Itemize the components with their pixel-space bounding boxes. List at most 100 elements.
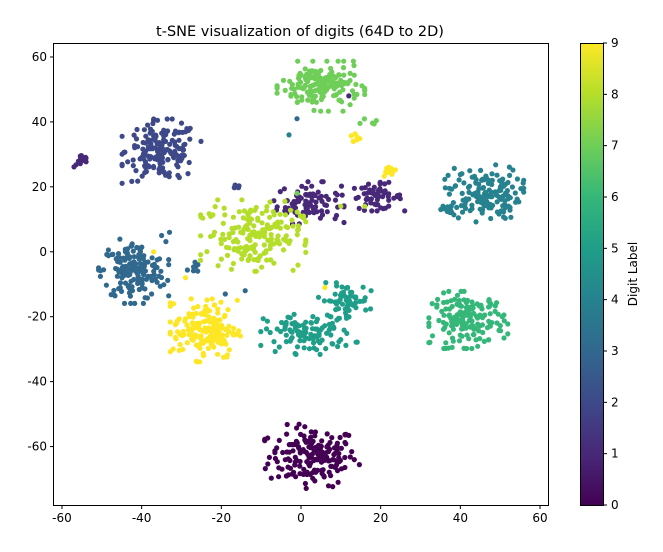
data-point	[382, 181, 388, 187]
data-point	[180, 146, 186, 152]
data-point	[487, 321, 493, 327]
data-point	[198, 233, 204, 239]
data-point	[349, 88, 356, 94]
data-point	[375, 193, 381, 199]
data-point	[200, 353, 207, 359]
data-point	[441, 290, 447, 296]
colorbar-tick-label: 7	[611, 139, 619, 153]
data-point	[258, 342, 264, 348]
data-point	[284, 449, 290, 455]
data-point	[130, 157, 136, 163]
data-point	[341, 219, 347, 226]
data-point	[489, 171, 495, 177]
data-point	[131, 254, 137, 260]
data-point	[329, 341, 335, 347]
data-point	[312, 192, 318, 199]
data-point	[211, 302, 218, 308]
data-point	[143, 260, 149, 266]
data-point	[205, 345, 211, 351]
data-point	[328, 463, 334, 469]
data-point	[185, 171, 191, 177]
data-point	[140, 146, 146, 152]
data-point	[486, 304, 492, 310]
data-point	[151, 249, 157, 255]
data-point	[347, 289, 353, 295]
data-point	[466, 317, 472, 324]
data-point	[329, 435, 335, 441]
data-point	[290, 223, 296, 229]
data-point	[447, 306, 453, 312]
data-point	[290, 448, 296, 454]
data-point	[347, 77, 353, 84]
data-point	[346, 93, 352, 99]
data-point	[130, 163, 136, 169]
data-point	[184, 322, 190, 328]
data-point	[335, 58, 341, 64]
data-point	[501, 214, 507, 220]
data-point	[129, 178, 135, 184]
data-point	[225, 328, 231, 334]
data-point	[339, 284, 345, 290]
data-point	[325, 458, 332, 464]
data-point	[129, 241, 135, 247]
data-point	[204, 249, 210, 255]
data-point	[313, 199, 319, 205]
data-point	[294, 116, 300, 122]
data-point	[239, 256, 245, 262]
data-point	[479, 322, 485, 328]
data-point	[253, 233, 259, 239]
data-point	[296, 421, 302, 427]
data-point	[435, 296, 441, 302]
data-point	[353, 294, 359, 300]
data-point	[186, 159, 192, 166]
data-point	[152, 137, 158, 143]
data-point	[166, 257, 172, 263]
data-point	[133, 136, 140, 142]
data-point	[452, 183, 459, 189]
data-point	[173, 336, 179, 342]
data-point	[151, 165, 157, 171]
data-point	[500, 193, 506, 199]
data-point	[189, 327, 195, 333]
data-point	[449, 323, 455, 329]
data-point	[231, 332, 237, 338]
data-point	[297, 213, 303, 219]
data-point	[190, 337, 196, 343]
data-point	[271, 339, 277, 345]
data-point	[317, 351, 323, 357]
data-point	[361, 298, 367, 304]
data-point	[139, 244, 145, 250]
data-point	[274, 85, 280, 91]
data-point	[443, 306, 449, 312]
data-point	[280, 449, 286, 456]
data-point	[486, 177, 492, 183]
data-point	[191, 305, 197, 311]
data-point	[103, 282, 109, 288]
data-point	[146, 146, 152, 152]
data-point	[290, 471, 296, 477]
data-point	[295, 58, 301, 64]
data-point	[122, 257, 128, 263]
data-point	[135, 178, 141, 184]
data-point	[170, 346, 176, 352]
data-point	[259, 210, 265, 216]
data-point	[208, 233, 214, 240]
data-point	[498, 183, 504, 189]
data-point	[279, 319, 285, 326]
data-point	[253, 268, 259, 274]
data-point	[331, 93, 337, 99]
data-point	[315, 294, 322, 300]
data-point	[271, 260, 277, 266]
data-point	[267, 329, 273, 336]
data-point	[113, 265, 119, 272]
data-point	[211, 315, 217, 321]
data-point	[377, 186, 383, 192]
data-point	[169, 137, 175, 143]
data-point	[164, 116, 170, 122]
data-point	[353, 339, 359, 345]
data-point	[482, 195, 488, 201]
data-point	[191, 264, 197, 270]
data-point	[442, 185, 448, 191]
data-point	[507, 204, 513, 211]
data-point	[426, 315, 432, 321]
